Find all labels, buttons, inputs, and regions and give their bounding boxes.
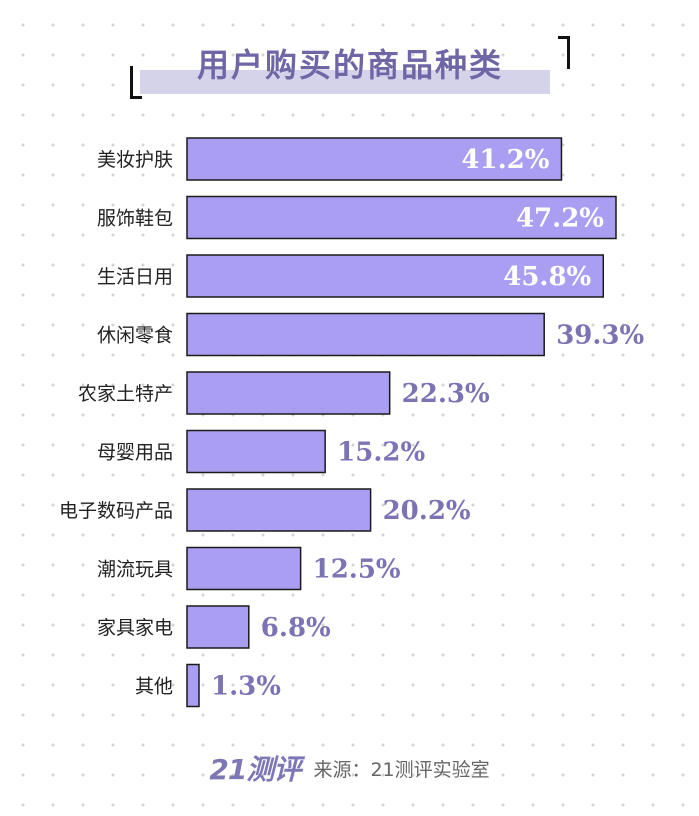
- category-label: 生活日用: [97, 266, 173, 288]
- category-label: 母婴用品: [97, 442, 173, 464]
- category-label: 农家土特产: [78, 383, 173, 405]
- category-label: 服饰鞋包: [97, 208, 173, 230]
- data-label: 12.5%: [313, 555, 401, 585]
- data-label: 20.2%: [383, 496, 471, 526]
- bar: [186, 254, 605, 298]
- bar: [186, 488, 372, 532]
- data-label: 1.3%: [211, 672, 281, 702]
- data-label: 47.2%: [516, 204, 604, 234]
- bar: [186, 371, 391, 415]
- data-label: 15.2%: [337, 438, 425, 468]
- brand-logo: 21测评: [209, 753, 301, 786]
- category-label: 潮流玩具: [97, 559, 173, 581]
- category-label: 美妆护肤: [97, 149, 173, 171]
- bar: [186, 429, 326, 474]
- data-label: 22.3%: [402, 379, 490, 409]
- bar: [186, 137, 563, 181]
- category-label: 休闲零食: [97, 325, 173, 347]
- title-bracket-left: [130, 66, 142, 99]
- data-label: 41.2%: [461, 145, 549, 175]
- data-label: 45.8%: [503, 262, 591, 292]
- bar: [186, 546, 302, 591]
- bar: [186, 312, 545, 357]
- bar: [186, 605, 250, 649]
- title-highlight-band: [140, 70, 550, 94]
- bar: [186, 663, 200, 708]
- chart-title: 用户购买的商品种类: [196, 46, 503, 84]
- title-bracket-right: [558, 36, 570, 69]
- data-label: 39.3%: [556, 321, 644, 351]
- source-note: 来源：21测评实验室: [313, 758, 490, 781]
- category-label: 电子数码产品: [59, 500, 173, 522]
- data-label: 6.8%: [261, 613, 331, 643]
- bar: [186, 195, 617, 240]
- category-label: 其他: [135, 676, 173, 698]
- chart-title-block: 用户购买的商品种类: [130, 36, 570, 102]
- category-label: 家具家电: [97, 617, 173, 639]
- footer: 21测评 来源：21测评实验室: [0, 748, 699, 788]
